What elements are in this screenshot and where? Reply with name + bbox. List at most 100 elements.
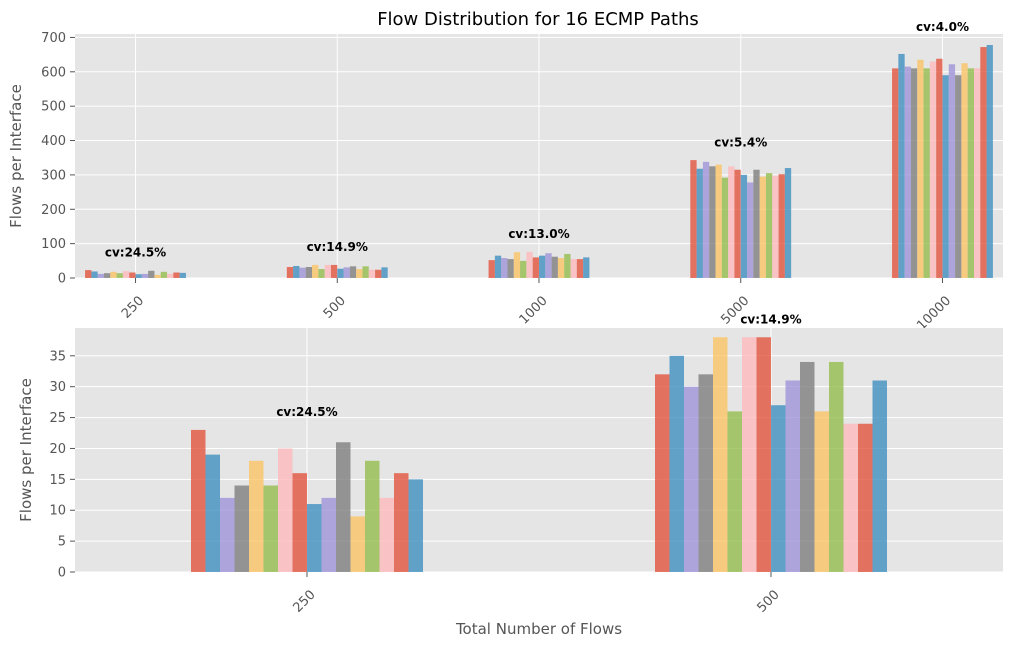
x-tick-label: 500 (321, 294, 349, 322)
bar (829, 361, 844, 572)
y-axis-label: Flows per Interface (17, 378, 35, 522)
cv-annotation: cv:14.9% (740, 313, 801, 327)
bar (293, 265, 300, 278)
y-axis-label: Flows per Interface (7, 84, 25, 228)
bar (299, 267, 306, 278)
bar (234, 485, 249, 572)
cv-annotation: cv:14.9% (307, 240, 368, 254)
bar (278, 448, 293, 572)
bar (753, 169, 760, 278)
bar (220, 497, 235, 572)
bar (97, 273, 104, 278)
bar (205, 454, 220, 572)
bar (337, 268, 344, 278)
bar (713, 337, 728, 572)
bar (898, 53, 905, 278)
bar (759, 176, 766, 278)
bar (381, 267, 388, 278)
cv-annotation: cv:4.0% (916, 20, 969, 34)
bar (539, 255, 546, 278)
bar (350, 516, 365, 572)
bar (948, 64, 956, 279)
bar (551, 256, 558, 278)
bar (324, 264, 331, 278)
y-tick-label: 0 (58, 272, 66, 287)
y-tick-label: 25 (49, 411, 66, 426)
bar (321, 497, 336, 572)
bar (564, 253, 571, 278)
bar (343, 267, 350, 278)
bar (318, 269, 325, 278)
bar (501, 258, 508, 278)
bar (116, 273, 123, 278)
y-tick-label: 300 (41, 168, 66, 183)
bar (923, 68, 930, 278)
y-tick-label: 30 (49, 380, 66, 395)
bar (910, 68, 918, 278)
bar (715, 164, 722, 278)
bar (904, 66, 911, 278)
bar (698, 374, 713, 572)
bar (375, 269, 382, 278)
bar (986, 44, 993, 278)
bar (507, 259, 514, 278)
y-tick-label: 5 (58, 535, 66, 550)
y-tick-label: 200 (41, 203, 66, 218)
bar (286, 267, 294, 278)
bar (122, 271, 130, 278)
bar (532, 257, 539, 278)
bar (583, 257, 590, 278)
y-tick-label: 10 (49, 504, 66, 519)
bar (263, 485, 278, 572)
bar (85, 270, 92, 278)
bar (576, 259, 584, 278)
bar (936, 58, 943, 278)
bar (91, 271, 98, 278)
bar (305, 267, 313, 278)
bar (690, 160, 697, 278)
bar (379, 497, 394, 572)
bar (980, 47, 987, 278)
bar (545, 253, 552, 278)
bar (154, 274, 161, 278)
bar (742, 337, 757, 572)
bar (336, 442, 351, 572)
bar (135, 274, 142, 278)
y-tick-label: 400 (41, 134, 66, 149)
bar (929, 61, 937, 279)
bar (967, 68, 974, 278)
x-tick-label: 250 (290, 588, 318, 616)
bar (160, 271, 168, 278)
bar (772, 175, 779, 278)
bar (961, 63, 968, 278)
x-tick-label: 500 (754, 588, 782, 616)
bar (765, 173, 773, 278)
bar (655, 374, 670, 572)
bar (494, 255, 502, 278)
bar (394, 473, 409, 572)
bar (974, 68, 981, 278)
bar (110, 271, 117, 278)
bar (513, 252, 521, 278)
cv-annotation: cv:5.4% (714, 135, 767, 149)
bar (129, 272, 136, 278)
bar (917, 59, 924, 279)
y-tick-label: 15 (49, 473, 66, 488)
bar (728, 166, 735, 278)
bar (365, 460, 380, 572)
bar (104, 273, 111, 278)
bar (702, 161, 710, 278)
bar (800, 361, 815, 572)
bar (771, 405, 786, 572)
bar (727, 411, 742, 572)
bar (362, 266, 369, 278)
bar (179, 272, 186, 278)
bar (955, 75, 962, 278)
bar (148, 270, 155, 278)
bar (167, 273, 174, 278)
bar (696, 168, 703, 278)
chart-title: Flow Distribution for 16 ECMP Paths (377, 9, 699, 30)
bar (526, 251, 533, 278)
bar (520, 260, 527, 278)
bar (756, 337, 771, 572)
